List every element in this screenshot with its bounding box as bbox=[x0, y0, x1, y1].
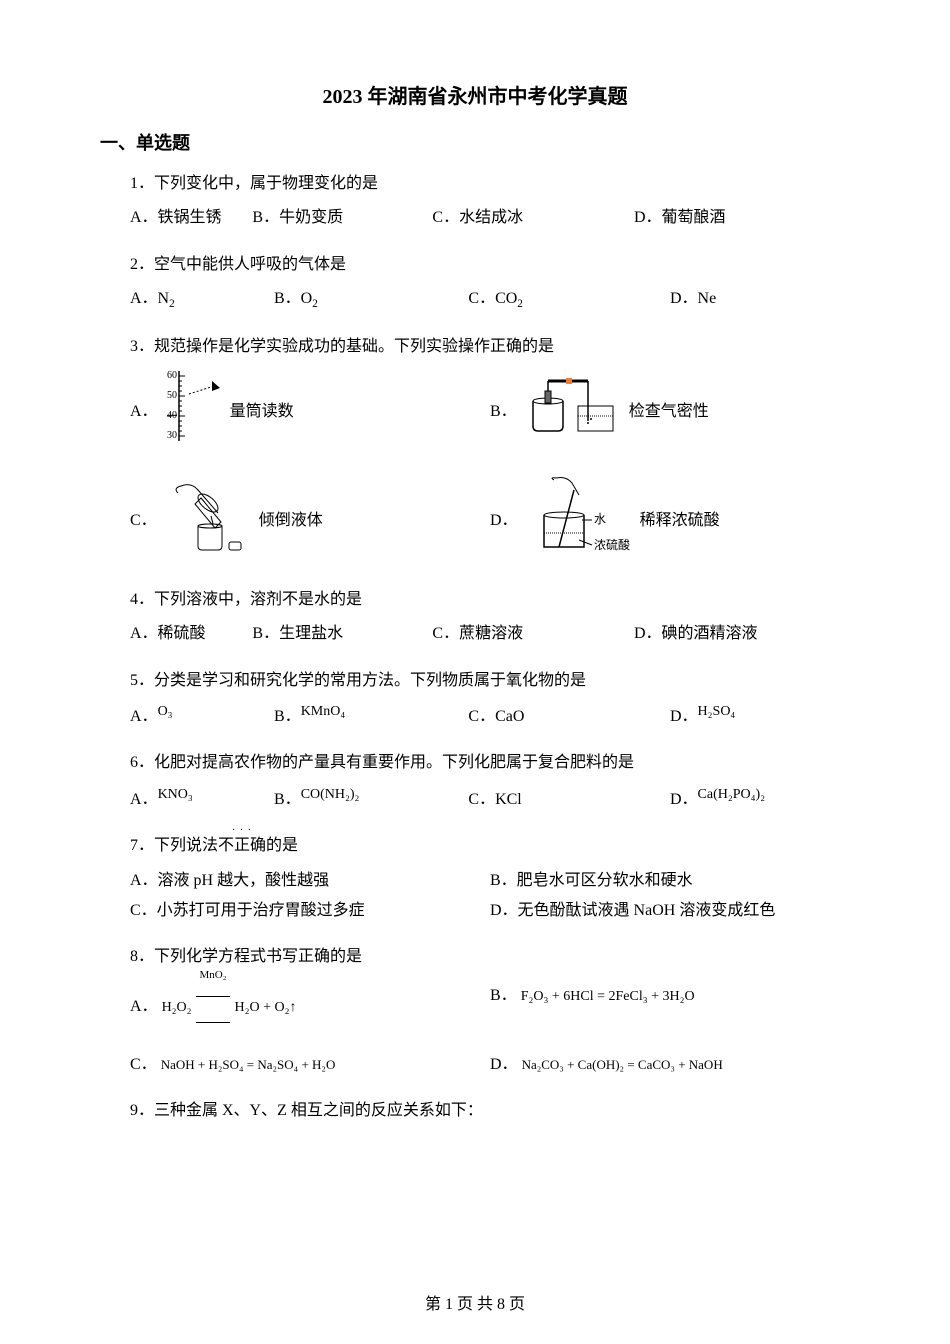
question-1: 1．下列变化中，属于物理变化的是 A．铁锅生锈 B．牛奶变质 C．水结成冰 D．… bbox=[130, 169, 850, 234]
q4-opt-a: A．稀硫酸 bbox=[130, 619, 252, 649]
question-8: 8．下列化学方程式书写正确的是 A． H₂O₂ MnO₂ H₂O + O₂↑ B… bbox=[130, 942, 850, 1080]
q1-opt-d: D．葡萄酿酒 bbox=[634, 203, 814, 233]
q5-opt-a: A．O₃ bbox=[130, 702, 274, 732]
q6-opt-a: A．KNO₃ bbox=[130, 785, 274, 815]
q4-opt-c: C．蔗糖溶液 bbox=[432, 619, 634, 649]
question-2: 2．空气中能供人呼吸的气体是 A．N2 B．O2 C．CO2 D．Ne bbox=[130, 250, 850, 316]
q8-opt-c: C． NaOH + H₂SO₄ = Na₂SO₄ + H₂O bbox=[130, 1050, 490, 1080]
tick-60: 60 bbox=[167, 370, 177, 381]
reaction-arrow-icon: MnO₂ bbox=[195, 981, 231, 1034]
q7-opt-d: D．无色酚酞试液遇 NaOH 溶液变成红色 bbox=[490, 896, 850, 926]
svg-text:浓硫酸: 浓硫酸 bbox=[594, 537, 630, 552]
question-9: 9．三种金属 X、Y、Z 相互之间的反应关系如下： bbox=[130, 1096, 850, 1126]
q2-opt-b: B．O2 bbox=[274, 284, 468, 315]
q1-opt-c: C．水结成冰 bbox=[432, 203, 634, 233]
q5-opt-c: C．CaO bbox=[468, 702, 670, 732]
airtight-icon bbox=[523, 371, 623, 452]
q5-stem: 5．分类是学习和研究化学的常用方法。下列物质属于氧化物的是 bbox=[130, 666, 850, 696]
q3-opt-b: B． 检查气密性 bbox=[490, 371, 850, 452]
q8-stem: 8．下列化学方程式书写正确的是 bbox=[130, 942, 850, 972]
exam-title: 2023 年湖南省永州市中考化学真题 bbox=[100, 80, 850, 109]
tick-50: 50 bbox=[167, 390, 177, 401]
q7-stem: 7．下列说法不正确的是 bbox=[130, 831, 850, 861]
q1-stem: 1．下列变化中，属于物理变化的是 bbox=[130, 169, 850, 199]
q3-stem: 3．规范操作是化学实验成功的基础。下列实验操作正确的是 bbox=[130, 332, 850, 362]
question-7: 7．下列说法不正确的是 A．溶液 pH 越大，酸性越强 B．肥皂水可区分软水和硬… bbox=[130, 831, 850, 926]
question-6: 6．化肥对提高农作物的产量具有重要作用。下列化肥属于复合肥料的是 A．KNO₃ … bbox=[130, 748, 850, 815]
pour-liquid-icon bbox=[163, 478, 253, 564]
q8-opt-d: D． Na₂CO₃ + Ca(OH)₂ = CaCO₃ + NaOH bbox=[490, 1050, 850, 1080]
q5-opt-b: B．KMnO₄ bbox=[274, 702, 468, 732]
q8-opt-b: B． F₂O₃ + 6HCl = 2FeCl₃ + 3H₂O bbox=[490, 981, 850, 1034]
page-footer: 第 1 页 共 8 页 bbox=[0, 1290, 950, 1314]
question-4: 4．下列溶液中，溶剂不是水的是 A．稀硫酸 B．生理盐水 C．蔗糖溶液 D．碘的… bbox=[130, 585, 850, 650]
tick-30: 30 bbox=[167, 430, 177, 441]
q3-opt-a: A． 60 50 40 bbox=[130, 366, 490, 457]
cylinder-icon: 60 50 40 30 bbox=[164, 366, 224, 457]
question-3: 3．规范操作是化学实验成功的基础。下列实验操作正确的是 A． 60 50 40 bbox=[130, 332, 850, 567]
q3-opt-c: C． 倾倒液体 bbox=[130, 478, 490, 564]
q5-opt-d: D．H₂SO₄ bbox=[670, 702, 850, 732]
q8-opt-a: A． H₂O₂ MnO₂ H₂O + O₂↑ bbox=[130, 981, 490, 1034]
svg-text:水: 水 bbox=[594, 512, 606, 526]
q6-opt-c: C．KCl bbox=[468, 785, 670, 815]
q1-opt-a: A．铁锅生锈 bbox=[130, 203, 252, 233]
q2-opt-d: D．Ne bbox=[670, 284, 850, 315]
q3-opt-d: D． 水 浓硫酸 稀释浓硫酸 bbox=[490, 475, 850, 566]
q9-stem: 9．三种金属 X、Y、Z 相互之间的反应关系如下： bbox=[130, 1096, 850, 1126]
dilute-acid-icon: 水 浓硫酸 bbox=[524, 475, 634, 566]
q2-opt-a: A．N2 bbox=[130, 284, 274, 315]
q6-stem: 6．化肥对提高农作物的产量具有重要作用。下列化肥属于复合肥料的是 bbox=[130, 748, 850, 778]
q4-stem: 4．下列溶液中，溶剂不是水的是 bbox=[130, 585, 850, 615]
q7-opt-b: B．肥皂水可区分软水和硬水 bbox=[490, 866, 850, 896]
q2-opt-c: C．CO2 bbox=[468, 284, 670, 315]
q2-stem: 2．空气中能供人呼吸的气体是 bbox=[130, 250, 850, 280]
q4-opt-b: B．生理盐水 bbox=[252, 619, 432, 649]
q6-opt-d: D．Ca(H₂PO₄)₂ bbox=[670, 785, 850, 815]
q6-opt-b: B．CO(NH₂)₂ bbox=[274, 785, 468, 815]
section-header: 一、单选题 bbox=[100, 129, 850, 155]
q4-opt-d: D．碘的酒精溶液 bbox=[634, 619, 828, 649]
question-5: 5．分类是学习和研究化学的常用方法。下列物质属于氧化物的是 A．O₃ B．KMn… bbox=[130, 666, 850, 733]
tick-40: 40 bbox=[167, 410, 177, 421]
q7-opt-a: A．溶液 pH 越大，酸性越强 bbox=[130, 866, 490, 896]
q7-opt-c: C．小苏打可用于治疗胃酸过多症 bbox=[130, 896, 490, 926]
q1-opt-b: B．牛奶变质 bbox=[252, 203, 432, 233]
